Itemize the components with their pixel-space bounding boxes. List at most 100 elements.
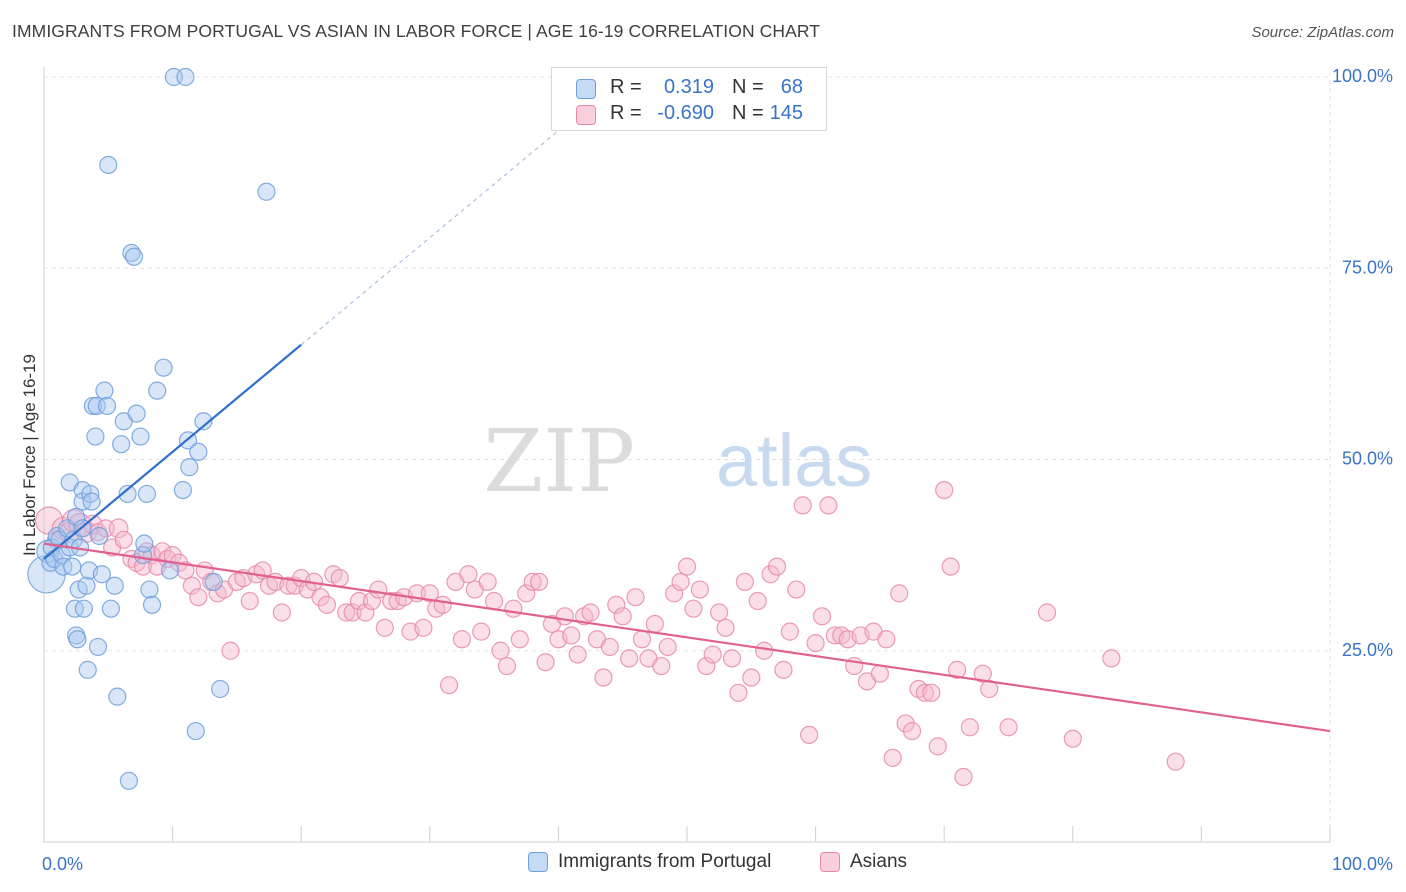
portugal-point xyxy=(135,534,154,553)
portugal-point xyxy=(127,404,146,423)
legend-item-asians[interactable]: Asians xyxy=(820,851,907,873)
portugal-point xyxy=(112,435,131,454)
stats-r-value: -0.690 xyxy=(657,102,714,124)
stats-row-portugal: R = 0.319 N = 68 xyxy=(552,76,826,104)
legend-swatch-pink xyxy=(820,852,840,872)
asians-point xyxy=(767,557,787,576)
asians-point xyxy=(883,748,902,767)
asians-point xyxy=(343,603,362,622)
asians-point xyxy=(870,664,890,683)
portugal-point xyxy=(82,492,101,511)
asians-point xyxy=(755,641,774,660)
asians-point xyxy=(108,518,129,539)
asians-point xyxy=(272,603,292,622)
asians-point xyxy=(947,660,967,679)
asians-point xyxy=(555,607,574,626)
asians-point xyxy=(337,603,356,622)
asians-point xyxy=(877,630,896,649)
asians-point xyxy=(677,557,697,576)
asians-point xyxy=(620,649,639,668)
portugal-point xyxy=(99,155,118,175)
portugal-point xyxy=(77,576,96,595)
asians-point xyxy=(472,622,491,641)
asians-point xyxy=(671,572,690,592)
portugal-point xyxy=(68,630,87,649)
asians-point xyxy=(806,633,825,653)
asians-point xyxy=(517,584,536,603)
asians-trend-line xyxy=(43,542,1331,733)
asians-point xyxy=(504,599,523,618)
chart-title: IMMIGRANTS FROM PORTUGAL VS ASIAN IN LAB… xyxy=(12,21,821,41)
asians-point xyxy=(530,572,549,592)
asians-point xyxy=(626,588,645,607)
portugal-point xyxy=(74,599,93,618)
asians-point xyxy=(922,683,941,702)
asians-point xyxy=(812,607,832,626)
asians-point xyxy=(414,618,433,637)
asians-point xyxy=(902,721,922,741)
stats-n-value: 145 xyxy=(769,102,803,124)
stats-n-label: N = xyxy=(732,76,764,98)
watermark-atlas: atlas xyxy=(716,419,872,502)
trend-layer xyxy=(43,130,1331,733)
stats-n-label: N = xyxy=(732,102,764,124)
asians-point xyxy=(510,630,529,649)
asians-point xyxy=(645,614,664,634)
asians-point xyxy=(439,676,459,695)
asians-point xyxy=(954,767,973,787)
asians-point xyxy=(536,653,555,672)
legend-item-portugal[interactable]: Immigrants from Portugal xyxy=(528,851,771,873)
asians-point xyxy=(652,656,671,676)
stats-row-asians: R = -0.690 N = 145 xyxy=(552,102,826,130)
y-tick-label: 50.0% xyxy=(1342,449,1393,469)
asians-point xyxy=(890,584,909,603)
asians-point xyxy=(459,565,478,584)
portugal-point xyxy=(186,721,205,741)
asians-point xyxy=(1063,729,1082,748)
portugal-point xyxy=(86,427,105,446)
asians-point xyxy=(735,572,754,592)
asians-point xyxy=(607,595,626,614)
asians-point xyxy=(729,683,748,702)
asians-point xyxy=(658,637,677,657)
asians-point xyxy=(690,580,709,599)
asians-point xyxy=(452,630,472,649)
asians-point xyxy=(375,618,394,637)
grid-layer xyxy=(44,72,1331,842)
y-axis-label: In Labor Force | Age 16-19 xyxy=(20,354,39,556)
portugal-point xyxy=(124,247,144,266)
asians-point xyxy=(710,603,729,622)
asians-point xyxy=(665,584,684,603)
portugal-point xyxy=(204,572,223,592)
portugal-point xyxy=(88,637,108,657)
legend-label: Asians xyxy=(850,851,908,872)
portugal-point xyxy=(97,396,117,416)
asians-point xyxy=(562,626,581,645)
portugal-point xyxy=(176,67,195,87)
asians-point xyxy=(330,568,349,588)
asians-point xyxy=(581,603,600,622)
asians-point xyxy=(568,645,587,664)
asians-point xyxy=(114,530,133,549)
labels-layer: 25.0% 50.0% 75.0% 100.0% 0.0% 100.0% In Labor … xyxy=(20,66,1393,874)
legend-swatch-blue xyxy=(528,852,548,872)
portugal-point xyxy=(137,484,156,504)
asians-point xyxy=(491,641,510,660)
asians-point xyxy=(697,656,716,676)
portugal-trend-extension xyxy=(300,130,559,346)
axes-layer xyxy=(43,67,1331,843)
portugal-point xyxy=(95,381,114,400)
asians-point xyxy=(221,641,240,660)
asians-point xyxy=(240,591,259,611)
asians-point xyxy=(420,584,439,603)
asians-point xyxy=(1037,603,1057,622)
portugal-point xyxy=(83,396,102,416)
portugal-point xyxy=(63,557,82,576)
stats-r-label: R = xyxy=(610,76,642,98)
asians-point xyxy=(356,603,375,622)
asians-point xyxy=(349,591,369,611)
legend-label: Immigrants from Portugal xyxy=(558,851,772,872)
portugal-point xyxy=(90,526,109,546)
asians-point xyxy=(523,572,542,592)
portugal-point xyxy=(142,595,162,614)
